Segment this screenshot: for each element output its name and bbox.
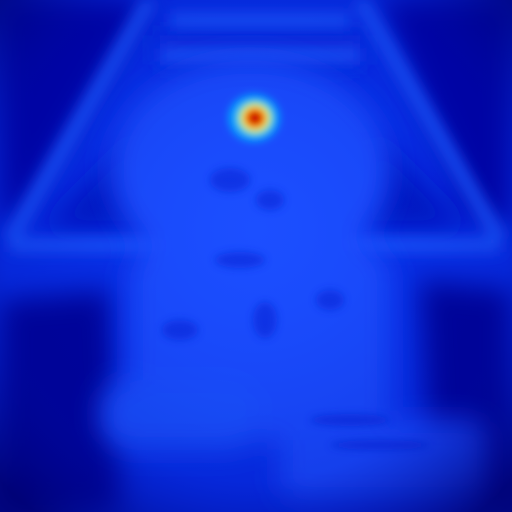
hotspot [228, 94, 280, 142]
